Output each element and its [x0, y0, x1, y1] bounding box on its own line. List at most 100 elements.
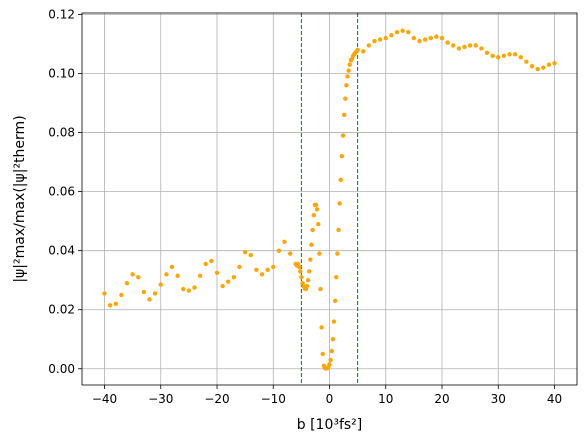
x-axis-label: b [10³fs²]	[297, 417, 363, 433]
y-axis-ticks: 0.00 0.02 0.04 0.06 0.08 0.10 0.12	[48, 7, 82, 376]
data-point	[535, 66, 540, 72]
data-point	[339, 153, 345, 159]
data-point	[383, 35, 388, 41]
x-tick-label: −40	[92, 392, 117, 406]
data-point	[107, 303, 113, 308]
data-point	[287, 251, 293, 256]
data-point	[355, 47, 360, 53]
data-point	[518, 55, 523, 60]
data-point	[186, 288, 192, 293]
data-point	[406, 29, 411, 35]
x-tick-label: −10	[261, 392, 286, 406]
data-point	[299, 275, 304, 280]
y-tick-label: 0.08	[48, 126, 75, 140]
x-tick-label: 30	[491, 392, 506, 406]
data-point	[192, 285, 197, 290]
y-tick-label: 0.00	[48, 362, 75, 376]
data-points	[102, 28, 557, 371]
data-point	[102, 291, 107, 296]
y-tick-label: 0.12	[48, 7, 75, 21]
data-point	[305, 277, 311, 283]
data-point	[320, 351, 325, 357]
data-point	[328, 357, 333, 363]
data-point	[546, 62, 552, 67]
data-point	[377, 37, 383, 42]
data-point	[311, 213, 316, 218]
data-point	[346, 68, 351, 73]
data-point	[332, 298, 338, 304]
data-point	[422, 37, 428, 42]
data-point	[136, 275, 141, 280]
data-point	[417, 38, 422, 44]
x-tick-label: 20	[434, 392, 449, 406]
y-axis-label: |ψ|²max/max(|ψ|²therm)	[12, 115, 28, 282]
data-point	[124, 280, 130, 286]
data-point	[331, 319, 337, 324]
data-point	[345, 74, 350, 79]
data-point	[507, 52, 512, 57]
data-point	[276, 248, 282, 253]
data-point	[439, 35, 445, 41]
data-point	[473, 43, 478, 48]
x-tick-label: −30	[148, 392, 173, 406]
data-point	[203, 261, 208, 267]
x-tick-label: −20	[204, 392, 229, 406]
data-point	[501, 53, 507, 59]
data-point	[479, 46, 484, 51]
data-point	[496, 55, 501, 60]
data-point	[512, 52, 518, 57]
data-point	[366, 43, 372, 48]
data-point	[456, 46, 462, 51]
data-point	[209, 258, 214, 264]
data-point	[309, 242, 314, 247]
data-point	[254, 267, 259, 273]
data-point	[169, 264, 175, 270]
data-point	[237, 264, 242, 270]
data-point	[308, 257, 313, 262]
data-point	[141, 289, 147, 295]
x-tick-label: 40	[547, 392, 562, 406]
data-point	[310, 227, 315, 233]
y-tick-label: 0.02	[48, 303, 75, 317]
data-point	[337, 201, 342, 206]
data-point	[434, 34, 439, 39]
x-tick-label: 10	[378, 392, 393, 406]
data-point	[314, 207, 320, 212]
data-point	[389, 32, 394, 38]
data-point	[361, 49, 366, 54]
data-point	[298, 269, 303, 274]
data-point	[147, 297, 152, 302]
data-point	[271, 264, 276, 270]
data-point	[490, 53, 495, 59]
data-point	[400, 28, 405, 33]
data-point	[164, 272, 169, 277]
data-point	[327, 362, 332, 367]
data-point	[175, 273, 180, 278]
x-tick-label: 0	[326, 392, 334, 406]
data-point	[242, 249, 248, 255]
data-point	[330, 337, 336, 342]
y-tick-label: 0.06	[48, 185, 75, 199]
data-point	[467, 43, 473, 48]
y-tick-label: 0.10	[48, 67, 75, 81]
data-point	[484, 50, 490, 56]
data-point	[319, 325, 324, 330]
data-point	[341, 112, 347, 118]
data-point	[259, 272, 265, 277]
data-point	[552, 60, 557, 66]
data-point	[231, 275, 237, 280]
data-point	[304, 283, 310, 289]
data-point	[344, 83, 349, 88]
data-point	[372, 38, 377, 44]
data-point	[307, 269, 312, 274]
data-point	[334, 275, 339, 280]
data-point	[296, 264, 302, 270]
data-point	[445, 40, 450, 45]
data-point	[130, 272, 135, 277]
data-point	[282, 239, 287, 245]
data-point	[181, 286, 186, 292]
data-point	[340, 133, 346, 138]
data-point	[462, 44, 467, 50]
data-point	[347, 62, 352, 67]
data-point	[113, 301, 118, 307]
